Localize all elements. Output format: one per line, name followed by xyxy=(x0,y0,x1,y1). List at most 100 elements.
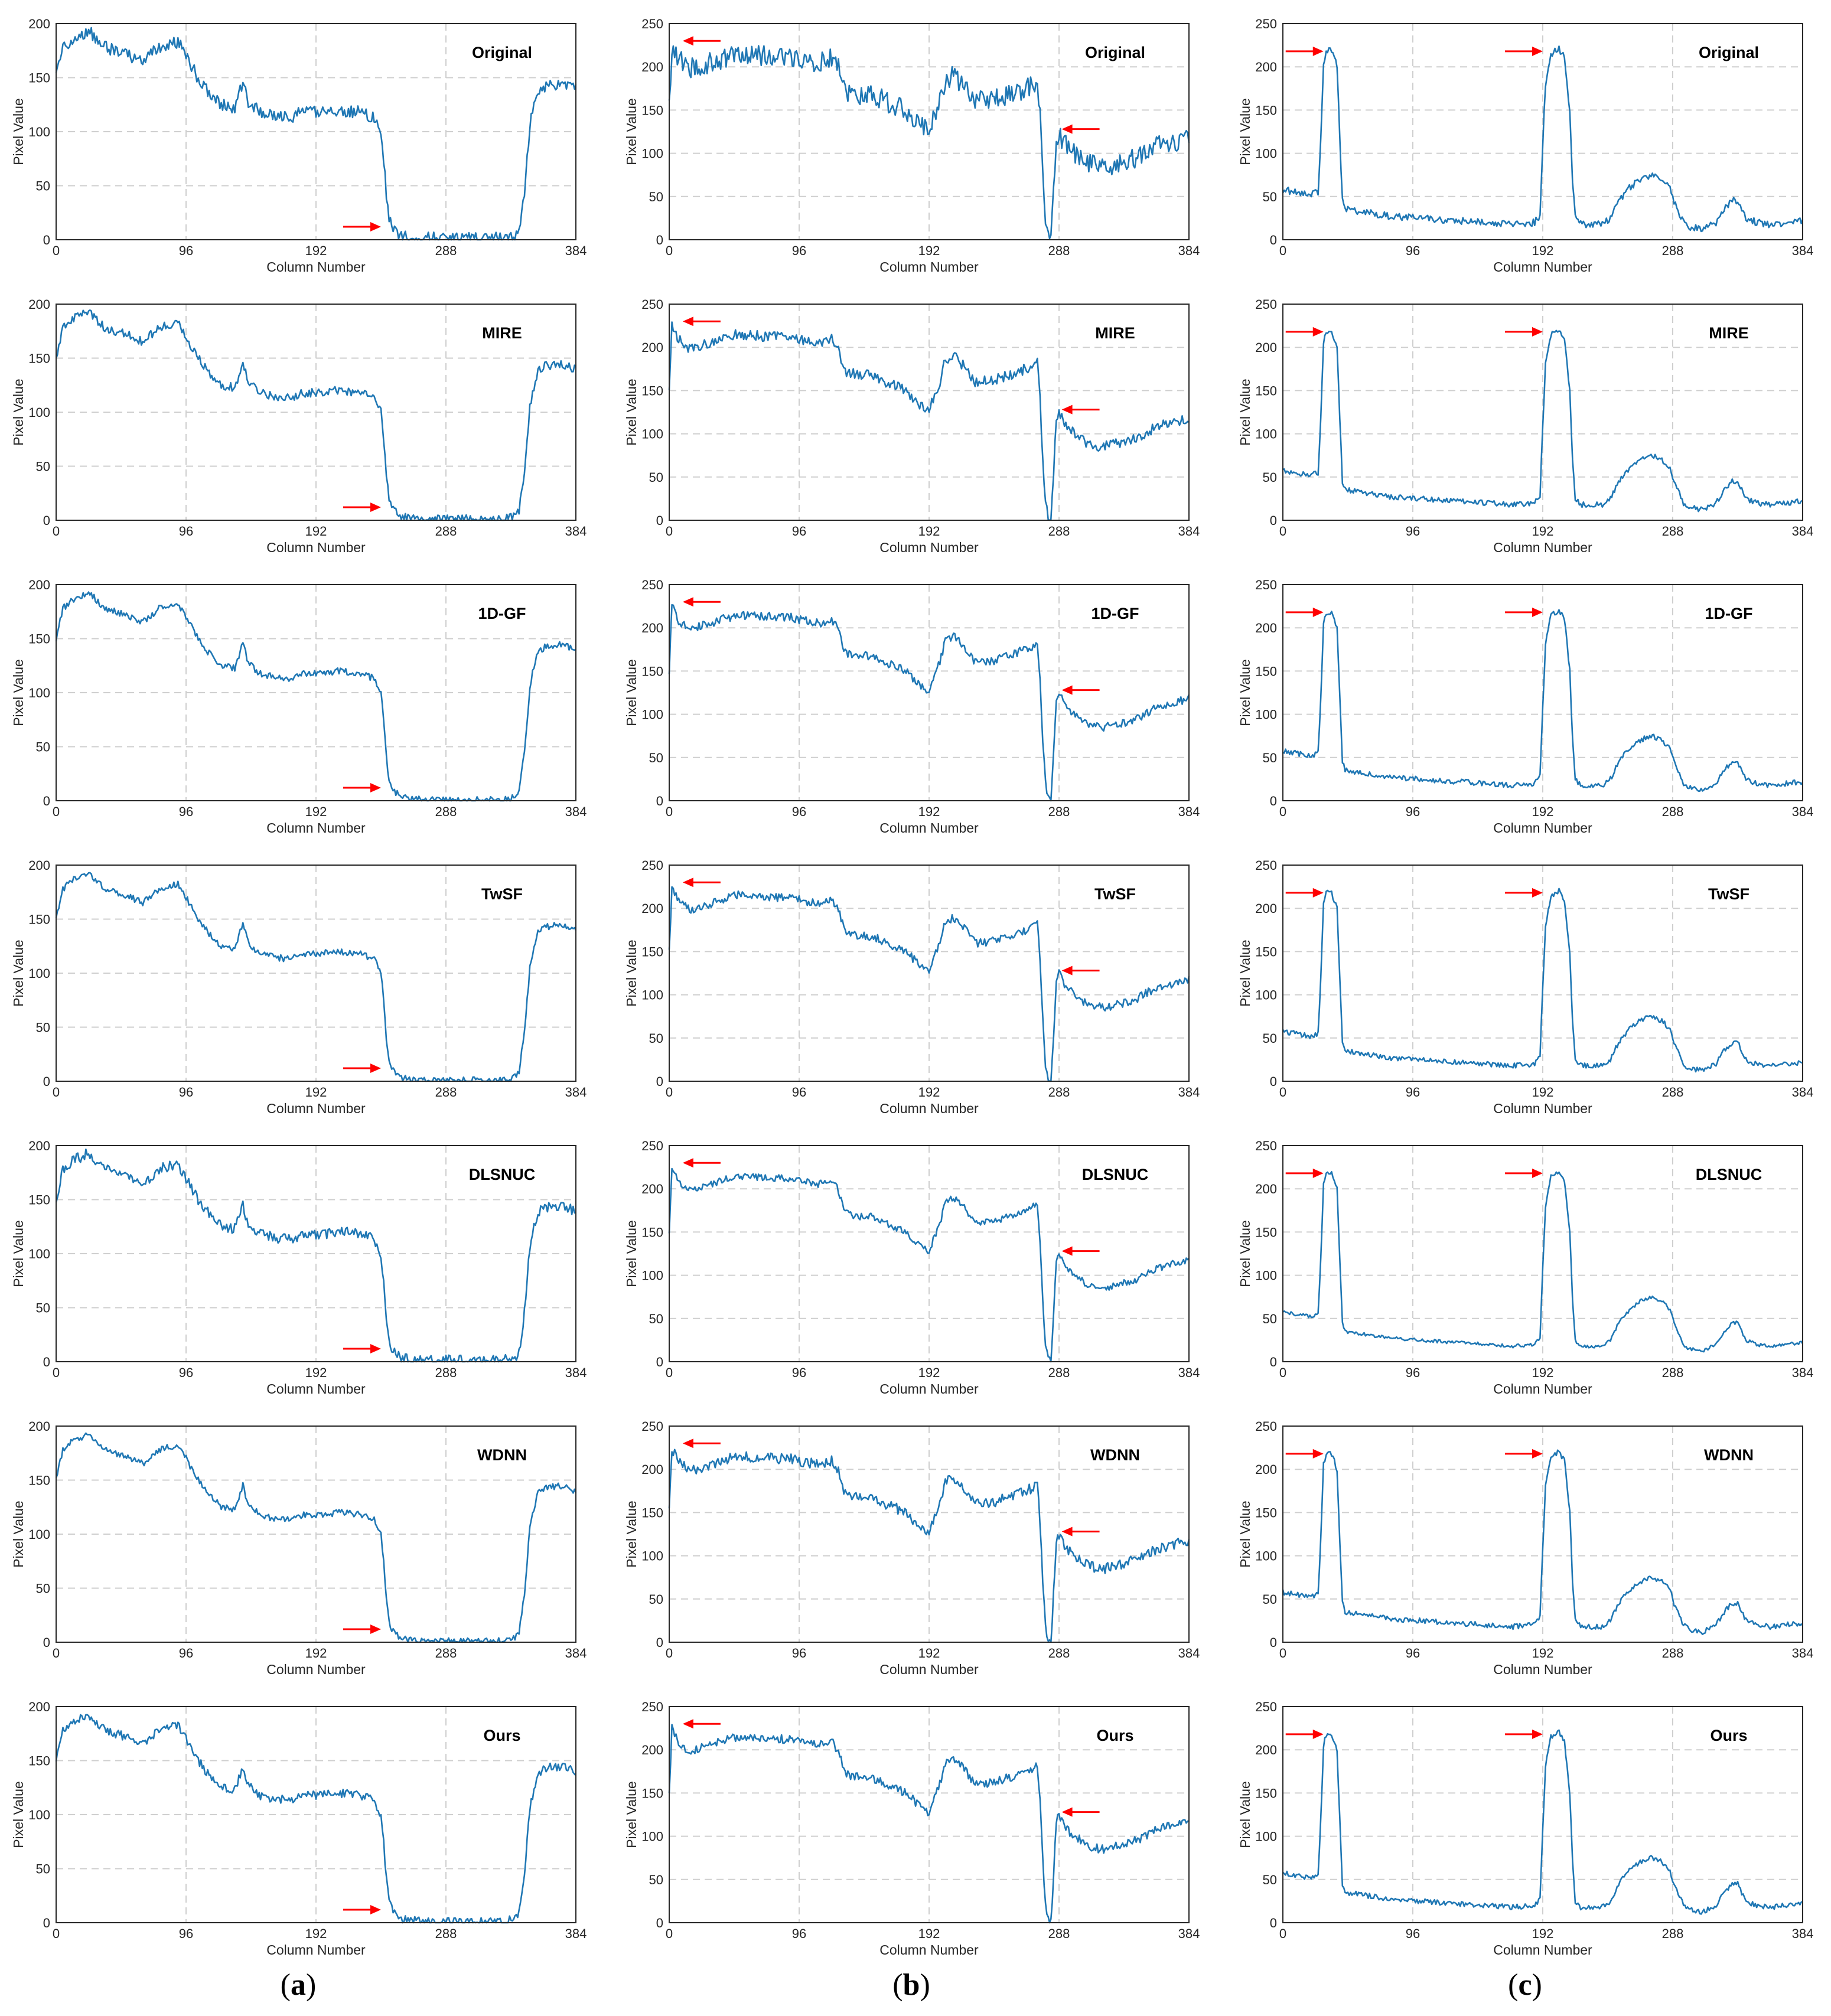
x-tick-label: 0 xyxy=(1279,524,1286,539)
subplot-a-dlsnuc: 0 96 192 288 384 0 50 100 150 200 Column Number Pix… xyxy=(11,1139,587,1397)
subplot-a-twsf: 0 96 192 288 384 0 50 100 150 200 Column Number Pix… xyxy=(11,858,587,1116)
x-axis-title: Column Number xyxy=(1493,1381,1592,1397)
y-axis-title: Pixel Value xyxy=(1237,1500,1253,1567)
y-tick-label: 0 xyxy=(43,794,50,808)
subplot-a-original: 0 96 192 288 384 0 50 100 150 200 Column Number Pix… xyxy=(11,17,587,275)
method-label: 1D-GF xyxy=(478,605,526,622)
x-tick-label: 0 xyxy=(666,1365,673,1380)
y-tick-label: 150 xyxy=(28,1754,50,1769)
x-tick-label: 192 xyxy=(918,1365,940,1380)
y-tick-label: 0 xyxy=(43,513,50,528)
x-tick-label: 96 xyxy=(792,243,806,258)
x-tick-label: 0 xyxy=(53,524,60,539)
plot-border xyxy=(669,584,1190,801)
y-tick-label: 0 xyxy=(656,1916,663,1930)
x-tick-label: 96 xyxy=(179,1926,193,1941)
x-tick-label: 0 xyxy=(53,1646,60,1661)
x-tick-label: 384 xyxy=(565,1646,587,1661)
x-tick-label: 192 xyxy=(1532,1365,1554,1380)
x-axis-title: Column Number xyxy=(1493,1942,1592,1958)
series-line xyxy=(668,45,1190,240)
y-tick-label: 150 xyxy=(641,664,663,678)
x-tick-label: 0 xyxy=(1279,1085,1286,1100)
x-tick-label: 192 xyxy=(1532,1926,1554,1941)
y-tick-label: 50 xyxy=(36,1020,50,1035)
series-line xyxy=(668,1167,1190,1363)
plot-border xyxy=(1282,1706,1803,1923)
arrow-head xyxy=(1061,404,1073,415)
y-tick-label: 50 xyxy=(649,1312,663,1326)
y-tick-label: 50 xyxy=(1263,470,1277,485)
x-tick-label: 192 xyxy=(1532,1646,1554,1661)
x-tick-label: 384 xyxy=(1178,1085,1200,1100)
y-tick-label: 0 xyxy=(656,233,663,247)
x-tick-label: 0 xyxy=(1279,243,1286,258)
y-tick-label: 250 xyxy=(641,578,663,592)
y-tick-label: 250 xyxy=(1255,858,1277,873)
series-line xyxy=(668,886,1190,1082)
y-axis-title: Pixel Value xyxy=(624,659,639,726)
x-tick-label: 96 xyxy=(179,524,193,539)
x-axis-title: Column Number xyxy=(1493,259,1592,275)
subplot-b-mire: 0 96 192 288 384 0 50 100 150 200 250 Column Number… xyxy=(624,297,1200,555)
arrow-head xyxy=(1532,1449,1543,1459)
y-tick-label: 0 xyxy=(1270,1916,1277,1930)
arrow-head xyxy=(1061,124,1073,134)
y-tick-label: 50 xyxy=(36,1581,50,1596)
y-tick-label: 0 xyxy=(43,1635,50,1650)
y-tick-label: 150 xyxy=(28,351,50,366)
y-tick-label: 100 xyxy=(1255,1268,1277,1283)
y-tick-label: 200 xyxy=(1255,621,1277,635)
plot-border xyxy=(1282,1145,1803,1362)
x-axis-title: Column Number xyxy=(1493,540,1592,555)
x-tick-label: 288 xyxy=(1048,1365,1070,1380)
x-tick-label: 192 xyxy=(305,1646,327,1661)
x-tick-label: 0 xyxy=(53,1365,60,1380)
method-label: Original xyxy=(472,44,532,61)
arrow-head xyxy=(370,1344,381,1354)
y-tick-label: 150 xyxy=(1255,944,1277,959)
y-tick-label: 250 xyxy=(1255,17,1277,31)
x-tick-label: 288 xyxy=(435,243,457,258)
method-label: MIRE xyxy=(482,324,522,342)
y-tick-label: 100 xyxy=(28,125,50,139)
x-tick-label: 384 xyxy=(565,243,587,258)
y-tick-label: 150 xyxy=(28,1193,50,1208)
plot-border xyxy=(669,304,1190,521)
y-tick-label: 200 xyxy=(28,858,50,873)
x-tick-label: 288 xyxy=(1662,1926,1684,1941)
x-axis-title: Column Number xyxy=(1493,1662,1592,1677)
method-label: Ours xyxy=(1710,1727,1747,1744)
y-axis-title: Pixel Value xyxy=(624,1500,639,1567)
y-tick-label: 100 xyxy=(1255,427,1277,442)
panel-label-b: (b) xyxy=(892,1968,930,2002)
subplot-c-original: 0 96 192 288 384 0 50 100 150 200 250 Column Number… xyxy=(1237,17,1813,275)
y-tick-label: 0 xyxy=(656,1074,663,1089)
y-tick-label: 150 xyxy=(28,1473,50,1488)
plot-border xyxy=(56,23,576,240)
plot-border xyxy=(669,1706,1190,1923)
y-tick-label: 250 xyxy=(641,297,663,312)
arrow-head xyxy=(1312,607,1324,617)
y-tick-label: 0 xyxy=(656,513,663,528)
x-tick-label: 288 xyxy=(1048,524,1070,539)
y-tick-label: 100 xyxy=(28,405,50,420)
y-tick-label: 150 xyxy=(1255,664,1277,678)
arrow-head xyxy=(370,1624,381,1635)
x-tick-label: 288 xyxy=(1662,243,1684,258)
x-tick-label: 384 xyxy=(565,1926,587,1941)
x-tick-label: 192 xyxy=(305,804,327,819)
plot-border xyxy=(669,865,1190,1082)
x-tick-label: 288 xyxy=(435,804,457,819)
method-label: WDNN xyxy=(1090,1446,1140,1464)
y-tick-label: 150 xyxy=(1255,1225,1277,1239)
y-tick-label: 0 xyxy=(1270,794,1277,808)
y-tick-label: 250 xyxy=(641,1419,663,1434)
subplot-c-twsf: 0 96 192 288 384 0 50 100 150 200 250 Column Number… xyxy=(1237,858,1813,1116)
x-tick-label: 288 xyxy=(435,1365,457,1380)
x-tick-label: 96 xyxy=(179,1365,193,1380)
plot-border xyxy=(56,584,576,801)
x-tick-label: 384 xyxy=(1178,804,1200,819)
x-tick-label: 96 xyxy=(792,1085,806,1100)
y-tick-label: 200 xyxy=(641,1462,663,1477)
